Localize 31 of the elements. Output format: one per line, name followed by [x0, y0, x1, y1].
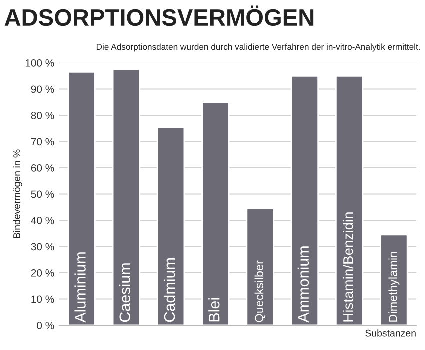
bar: [246, 208, 274, 326]
bar: [290, 75, 320, 326]
bar: [380, 234, 408, 326]
x-axis-title: Substanzen: [366, 330, 416, 337]
y-tick-label: 40 %: [31, 217, 54, 224]
y-tick-label: 50 %: [31, 190, 54, 198]
x-tick-label: Dimethylamin: [388, 252, 400, 322]
x-tick-label: Ammonium: [298, 246, 310, 323]
x-tick-label: Caesium: [119, 264, 131, 322]
y-tick-label: 100 %: [26, 60, 54, 67]
y-tick-label: 80 %: [31, 112, 54, 120]
y-tick-label: 20 %: [31, 270, 54, 277]
y-tick-label: 70 %: [31, 138, 54, 146]
chart-subtitle: Die Adsorptionsdaten wurden durch validierte Verfahren der in-vitro-Analytik ermittelt.: [96, 44, 420, 52]
y-tick-label: 60 %: [31, 164, 54, 172]
y-tick-label: 30 %: [31, 243, 54, 251]
x-tick-label: Quecksilber: [254, 260, 266, 322]
bar: [156, 126, 186, 326]
y-tick-label: 90 %: [31, 86, 54, 94]
bar: [202, 102, 230, 326]
y-tick-label: 10 %: [32, 296, 54, 304]
x-tick-label: Aluminium: [74, 252, 86, 323]
bar: [335, 75, 364, 326]
x-tick-label: Cadmium: [164, 258, 176, 322]
y-tick-label: 0 %: [37, 322, 54, 330]
y-axis-title: Bindevermögen in %: [13, 150, 22, 238]
bar: [112, 68, 141, 326]
bar: [68, 71, 96, 326]
x-tick-label: Histamin/Benzidin: [343, 212, 354, 322]
x-tick-label: Blei: [208, 298, 220, 322]
chart-title: ADSORPTIONSVERMÖGEN: [4, 6, 314, 26]
